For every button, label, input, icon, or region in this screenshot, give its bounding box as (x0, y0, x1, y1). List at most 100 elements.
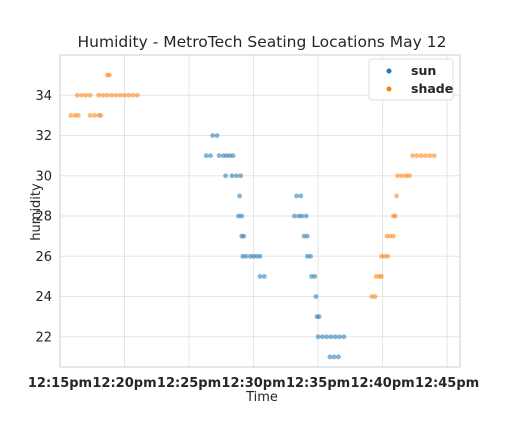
data-point-sun (257, 253, 263, 259)
data-point-shade (410, 153, 416, 159)
data-point-shade (74, 92, 80, 98)
y-axis-label: humidity (29, 183, 44, 241)
data-point-sun (216, 153, 222, 159)
legend-label-shade: shade (411, 81, 453, 96)
data-point-sun (337, 334, 342, 340)
data-point-sun (303, 213, 309, 219)
data-point-sun (230, 153, 236, 159)
data-point-sun (292, 213, 297, 219)
y-tick-labels: 22 24 26 28 30 32 34 (35, 89, 52, 346)
data-point-sun (257, 274, 263, 279)
data-point-sun (304, 233, 310, 239)
data-point-sun (324, 334, 330, 340)
x-tick-label: 12:20pm (92, 376, 156, 391)
y-tick-label: 34 (35, 89, 52, 104)
data-point-sun (294, 193, 299, 199)
x-axis-label: Time (245, 390, 278, 405)
data-point-shade (379, 274, 384, 279)
data-point-sun (203, 153, 209, 159)
data-point-shade (414, 153, 420, 159)
data-point-sun (316, 314, 322, 320)
data-point-shade (393, 213, 398, 219)
data-point-sun (261, 274, 267, 279)
grid-lines (59, 55, 460, 367)
data-point-shade (109, 92, 115, 98)
data-point-shade (87, 92, 93, 98)
data-point-sun (313, 294, 319, 299)
data-point-shade (96, 92, 102, 98)
data-point-sun (208, 153, 213, 159)
data-point-shade (130, 92, 136, 98)
data-point-shade (100, 92, 106, 98)
data-point-sun (308, 253, 313, 259)
y-tick-label: 30 (35, 169, 52, 184)
x-tick-label: 12:25pm (157, 376, 221, 391)
data-point-shade (68, 112, 74, 118)
data-point-shade (372, 294, 378, 299)
data-point-shade (79, 92, 84, 98)
data-point-sun (341, 334, 347, 340)
data-point-shade (113, 92, 119, 98)
data-point-shade (117, 92, 123, 98)
data-point-sun (319, 334, 325, 340)
data-point-sun (312, 274, 318, 279)
data-point-sun (214, 133, 220, 138)
data-point-shade (418, 153, 424, 159)
series-shade (68, 72, 437, 299)
data-point-shade (122, 92, 127, 98)
data-point-sun (229, 173, 235, 179)
x-tick-label: 12:30pm (221, 376, 285, 391)
legend-marker-sun (386, 68, 392, 74)
data-point-sun (315, 334, 321, 340)
data-point-shade (107, 72, 112, 78)
data-point-sun (298, 193, 304, 199)
data-point-sun (299, 213, 305, 219)
data-point-shade (423, 153, 428, 159)
data-point-shade (92, 112, 97, 118)
data-point-sun (327, 354, 333, 360)
data-point-shade (98, 112, 104, 118)
x-tick-label: 12:15pm (28, 376, 92, 391)
axes-frame (59, 54, 461, 368)
data-point-shade (427, 153, 433, 159)
data-point-sun (223, 173, 228, 179)
data-point-sun (243, 253, 249, 259)
x-tick-label: 12:35pm (286, 376, 350, 391)
data-point-sun (237, 193, 242, 199)
data-point-shade (83, 92, 89, 98)
data-point-shade (407, 173, 412, 179)
legend: sun shade (368, 58, 454, 101)
data-point-shade (385, 253, 391, 259)
data-point-sun (336, 354, 341, 360)
y-tick-label: 24 (35, 290, 52, 305)
data-point-sun (238, 173, 244, 179)
series-sun (203, 133, 347, 360)
data-point-sun (239, 213, 245, 219)
data-point-sun (332, 334, 338, 340)
data-point-shade (394, 193, 399, 199)
data-point-sun (233, 173, 239, 179)
legend-marker-shade (386, 86, 392, 92)
data-point-shade (75, 112, 81, 118)
y-tick-label: 22 (35, 330, 52, 345)
x-tick-labels: 12:15pm 12:20pm 12:25pm 12:30pm 12:35pm 12:40… (28, 376, 479, 391)
data-point-sun (210, 133, 216, 138)
data-point-sun (331, 354, 337, 360)
y-tick-label: 32 (35, 129, 52, 144)
legend-label-sun: sun (411, 63, 436, 78)
data-point-shade (126, 92, 132, 98)
x-tick-label: 12:45pm (415, 376, 479, 391)
chart-title: Humidity - MetroTech Seating Locations M… (78, 33, 447, 51)
y-tick-label: 28 (35, 210, 52, 225)
data-point-shade (431, 153, 437, 159)
x-tick-label: 12:40pm (350, 376, 414, 391)
data-point-sun (241, 233, 247, 239)
data-point-shade (390, 233, 396, 239)
y-tick-label: 26 (35, 250, 52, 265)
data-point-shade (135, 92, 140, 98)
data-point-shade (395, 173, 401, 179)
plot-area (60, 55, 460, 367)
data-point-sun (328, 334, 334, 340)
data-series (68, 72, 437, 360)
